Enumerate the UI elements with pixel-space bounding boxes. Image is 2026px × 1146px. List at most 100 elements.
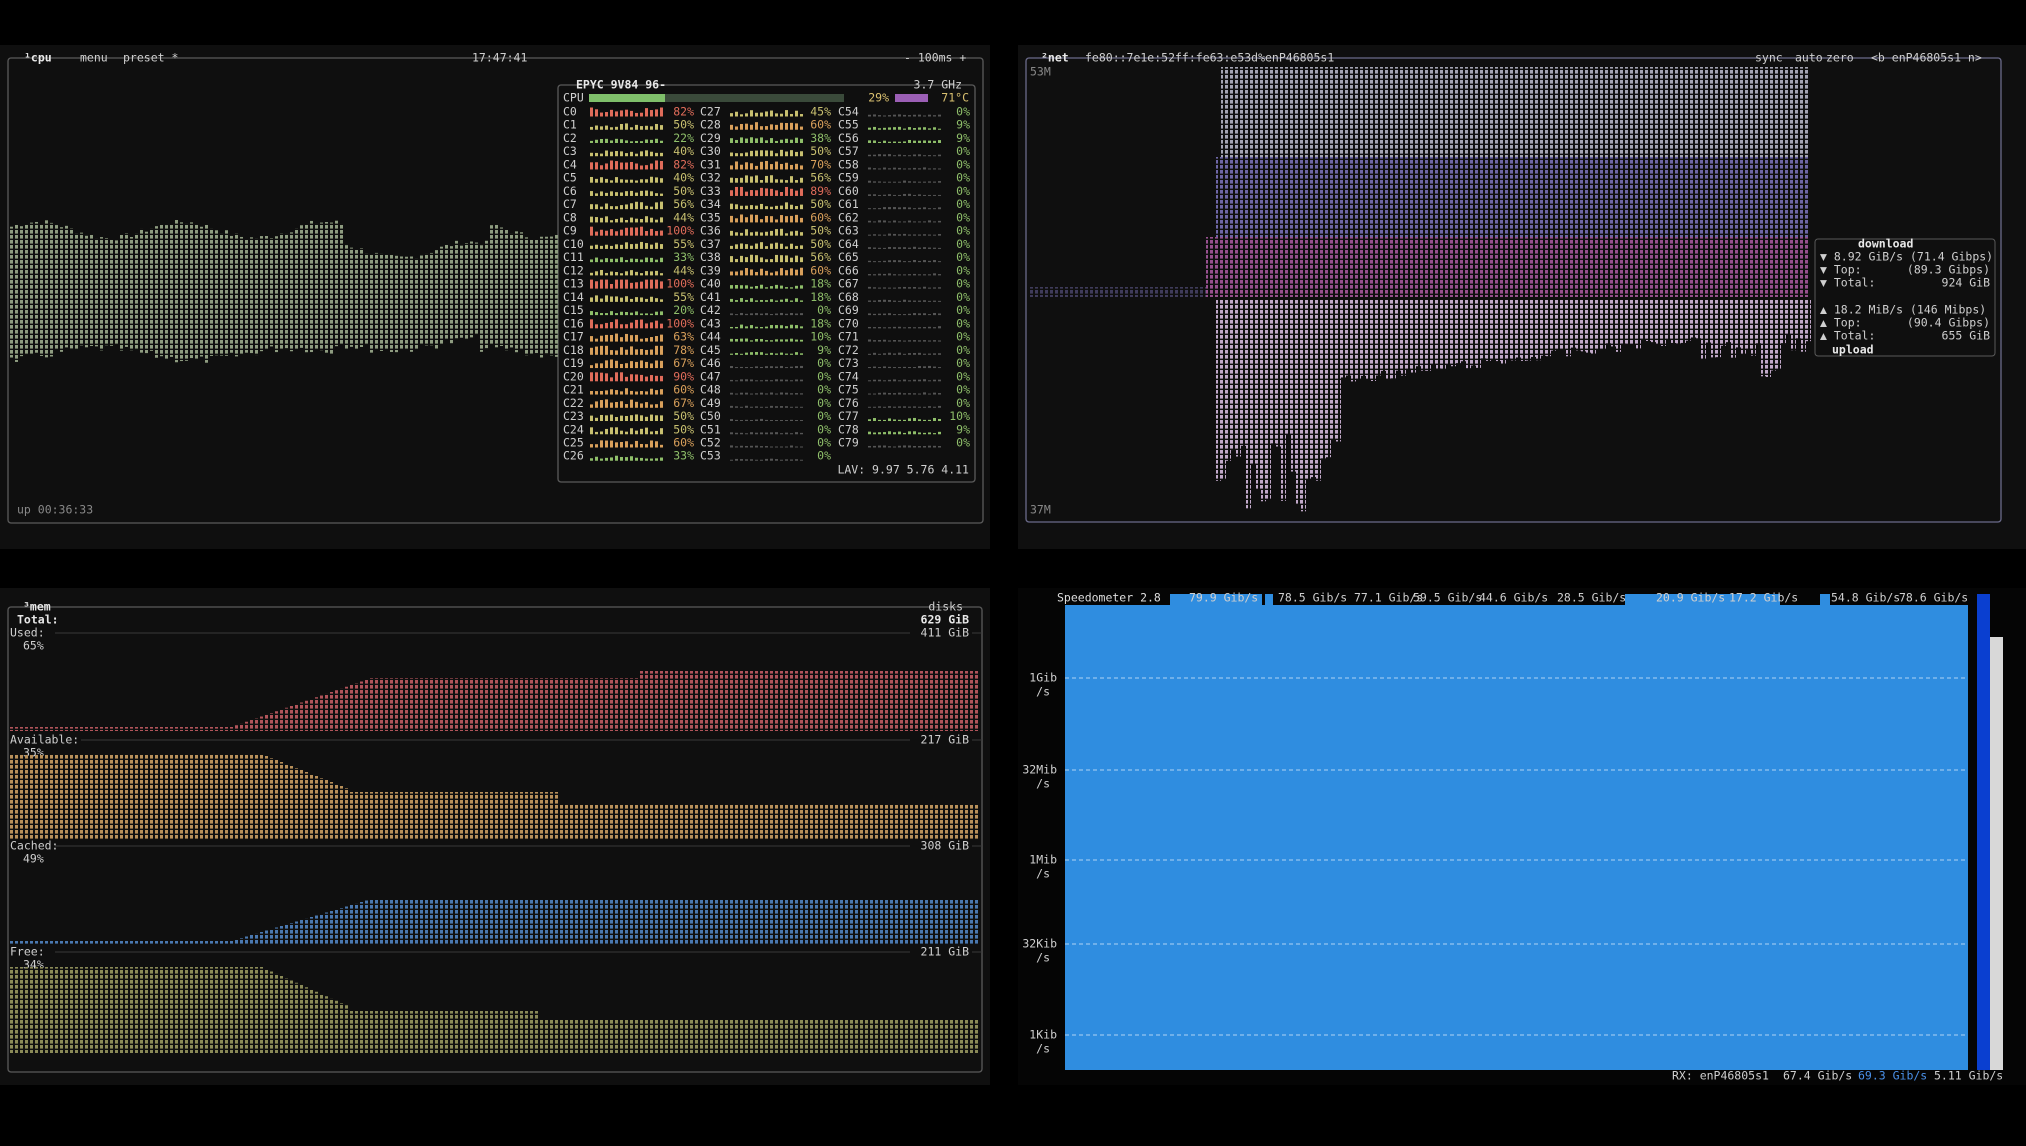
core-graph-bar	[650, 375, 653, 382]
mem-graph	[660, 1019, 665, 1053]
rx-current: 67.4 Gib/s	[1783, 1069, 1852, 1083]
mem-graph	[310, 699, 315, 731]
core-graph-bar	[625, 349, 628, 355]
core-graph-bar	[883, 247, 886, 249]
mem-label: Free:	[10, 945, 45, 959]
core-graph-bar	[785, 367, 788, 369]
mem-graph	[445, 792, 450, 840]
mem-graph	[340, 908, 345, 945]
core-graph-bar	[735, 380, 738, 382]
cpu-total-fill	[589, 94, 665, 102]
core-graph-bar	[590, 216, 593, 223]
core-graph-bar	[933, 379, 936, 382]
core-graph-bar	[605, 216, 608, 223]
mem-graph	[300, 920, 305, 945]
core-graph-bar	[868, 393, 871, 395]
core-graph-bar	[655, 404, 658, 408]
mem-graph	[430, 899, 435, 945]
core-graph-bar	[770, 259, 773, 263]
core-usage: 55%	[673, 290, 694, 304]
core-graph-bar	[878, 379, 881, 382]
mem-graph	[505, 678, 510, 731]
core-graph-bar	[908, 380, 911, 382]
mem-graph	[650, 899, 655, 945]
core-graph-bar	[635, 440, 638, 448]
mem-graph	[930, 804, 935, 840]
mem-graph	[410, 678, 415, 731]
cpu-graph-lower	[375, 295, 380, 350]
mem-graph	[315, 915, 320, 945]
disks-tab[interactable]: disks	[928, 600, 963, 614]
core-graph-bar	[775, 339, 778, 342]
mem-graph	[775, 1019, 780, 1053]
mem-graph	[415, 678, 420, 731]
mem-graph	[785, 804, 790, 840]
core-usage: 20%	[673, 303, 694, 317]
core-graph-bar	[775, 140, 778, 143]
core-graph-bar	[908, 247, 911, 249]
core-graph-bar	[928, 168, 931, 170]
mem-graph	[680, 804, 685, 840]
mem-graph	[890, 804, 895, 840]
interval[interactable]: - 100ms +	[904, 51, 966, 65]
core-graph-bar	[635, 140, 638, 143]
sync-toggle[interactable]: sync	[1755, 51, 1783, 65]
mem-graph	[465, 792, 470, 840]
mem-graph	[855, 1019, 860, 1053]
zero-toggle[interactable]: zero	[1826, 51, 1854, 65]
mem-graph	[90, 727, 95, 731]
cpu-graph-lower	[400, 295, 405, 350]
core-graph-bar	[750, 176, 753, 183]
core-graph-bar	[770, 458, 773, 461]
download-total: 924 GiB	[1942, 276, 1991, 290]
core-graph-bar	[923, 167, 926, 170]
mem-graph	[55, 941, 60, 945]
core-name: C34	[700, 197, 721, 211]
core-graph-bar	[765, 140, 768, 143]
mem-graph	[560, 899, 565, 945]
mem-graph	[760, 1019, 765, 1053]
mem-graph	[845, 1019, 850, 1053]
mem-graph	[270, 713, 275, 731]
preset-button[interactable]: preset *	[123, 51, 178, 65]
auto-toggle[interactable]: auto	[1795, 51, 1823, 65]
core-graph-bar	[600, 126, 603, 130]
cpu-graph-upper	[175, 219, 180, 295]
core-graph-bar	[740, 432, 743, 435]
mem-graph	[145, 967, 150, 1053]
mem-graph	[255, 933, 260, 945]
core-graph-bar	[595, 312, 598, 316]
core-usage: 70%	[810, 157, 831, 171]
cpu-graph-lower	[535, 295, 540, 354]
mem-graph	[960, 899, 965, 945]
core-usage: 0%	[956, 356, 970, 370]
core-graph-bar	[750, 245, 753, 249]
cpu-graph-lower	[255, 295, 260, 356]
cpu-graph-lower	[445, 295, 450, 340]
core-graph-bar	[775, 153, 778, 157]
mem-graph	[790, 671, 795, 731]
core-graph-bar	[620, 391, 623, 395]
core-name: C49	[700, 396, 721, 410]
core-graph-bar	[928, 208, 931, 210]
core-graph-bar	[610, 283, 613, 289]
core-name: C24	[563, 422, 584, 436]
mem-graph	[255, 718, 260, 731]
mem-graph	[730, 899, 735, 945]
core-graph-bar	[645, 125, 648, 130]
mem-amount: 411 GiB	[921, 626, 970, 640]
iface-select[interactable]: <b enP46805s1 n>	[1871, 51, 1982, 65]
core-graph-bar	[938, 140, 941, 143]
mem-graph	[445, 1011, 450, 1053]
core-graph-bar	[775, 366, 778, 369]
upload-graph	[1546, 300, 1551, 357]
core-usage: 0%	[956, 197, 970, 211]
core-graph-bar	[645, 349, 648, 355]
core-graph-bar	[893, 233, 896, 236]
core-graph-bar	[868, 445, 871, 448]
core-graph-bar	[655, 259, 658, 263]
mem-graph	[185, 941, 190, 945]
core-graph-bar	[745, 285, 748, 289]
menu-button[interactable]: menu	[80, 51, 108, 65]
mem-graph	[755, 1019, 760, 1053]
